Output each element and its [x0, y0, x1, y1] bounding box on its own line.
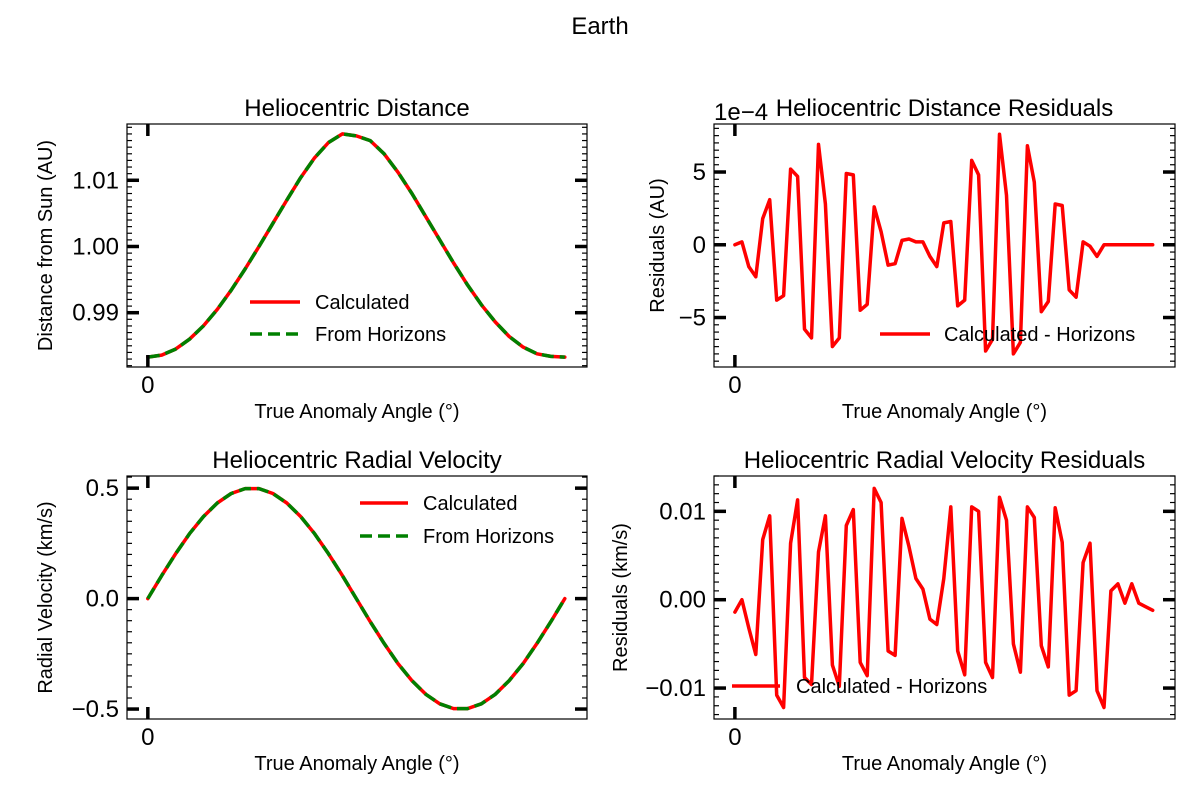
y-axis-label: Distance from Sun (AU) [35, 140, 57, 351]
legend-entry: From Horizons [315, 324, 446, 346]
y-axis-label: Residuals (AU) [647, 178, 669, 312]
panel-title: Heliocentric Radial Velocity [212, 447, 501, 474]
y-tick-label: 1.01 [72, 167, 119, 194]
legend-entry: Calculated [423, 493, 518, 515]
y-tick-label: 0.99 [72, 300, 119, 327]
axes-frame [126, 475, 588, 720]
axis-offset-label: 1e−4 [714, 99, 768, 126]
series-group [146, 132, 567, 359]
x-axis-label: True Anomaly Angle (°) [254, 401, 459, 423]
panel-title: Heliocentric Radial Velocity Residuals [744, 447, 1146, 474]
x-axis-label: True Anomaly Angle (°) [254, 753, 459, 775]
panel-title: Heliocentric Distance Residuals [776, 95, 1113, 122]
legend: Calculated - Horizons [880, 324, 1135, 346]
panel-title: Heliocentric Distance [244, 95, 469, 122]
x-tick-label: 0 [728, 372, 741, 399]
panel-radial_velocity: Heliocentric Radial Velocity True Anomaly… [35, 447, 588, 775]
figure-title: Earth [571, 13, 628, 40]
axes-frame [126, 123, 588, 368]
y-tick-label: 0 [693, 232, 706, 259]
y-tick-label: 0.5 [86, 475, 119, 502]
legend-entry: Calculated - Horizons [944, 324, 1135, 346]
series-line-calculated [146, 132, 567, 359]
series-group [733, 486, 1155, 710]
series-group [733, 132, 1155, 356]
y-tick-label: 0.0 [86, 586, 119, 613]
legend-entry: Calculated [315, 292, 410, 314]
axes-frame [713, 123, 1176, 368]
series-line-calculated [733, 132, 1155, 356]
legend: Calculated - Horizons [732, 676, 987, 698]
x-axis-label: True Anomaly Angle (°) [842, 753, 1047, 775]
x-tick-label: 0 [141, 724, 154, 751]
x-tick-label: 0 [141, 372, 154, 399]
y-axis-label: Radial Velocity (km/s) [35, 501, 57, 693]
series-line-calculated [733, 486, 1155, 710]
y-tick-label: 1.00 [72, 233, 119, 260]
x-axis-label: True Anomaly Angle (°) [842, 401, 1047, 423]
series-line-horizons [146, 486, 567, 711]
legend-entry: Calculated - Horizons [796, 676, 987, 698]
legend-entry: From Horizons [423, 526, 554, 548]
legend: Calculated From Horizons [250, 292, 446, 346]
panel-distance: Heliocentric Distance True Anomaly Angle … [35, 95, 588, 423]
y-tick-label: 0.01 [659, 498, 706, 525]
y-tick-label: 0.00 [659, 587, 706, 614]
panel-radial_velocity_residuals: Heliocentric Radial Velocity Residuals Tr… [610, 447, 1176, 775]
axes-frame [713, 475, 1176, 720]
x-tick-label: 0 [728, 724, 741, 751]
y-tick-label: −0.01 [645, 675, 706, 702]
panel-distance_residuals: Heliocentric Distance Residuals 1e−4 True … [647, 95, 1176, 423]
y-tick-label: −0.5 [72, 696, 119, 723]
legend: Calculated From Horizons [360, 493, 554, 548]
series-group [146, 486, 567, 711]
y-axis-label: Residuals (km/s) [610, 523, 632, 672]
y-tick-label: 5 [693, 159, 706, 186]
y-tick-label: −5 [679, 305, 706, 332]
